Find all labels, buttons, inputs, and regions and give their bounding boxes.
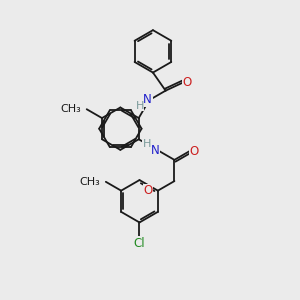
Text: O: O (183, 76, 192, 89)
Text: O: O (143, 184, 153, 197)
Text: N: N (151, 144, 160, 157)
Text: H: H (135, 100, 144, 110)
Text: O: O (190, 145, 199, 158)
Text: H: H (143, 139, 151, 149)
Text: CH₃: CH₃ (80, 177, 101, 187)
Text: CH₃: CH₃ (61, 104, 81, 114)
Text: N: N (143, 93, 152, 106)
Text: Cl: Cl (134, 237, 145, 250)
